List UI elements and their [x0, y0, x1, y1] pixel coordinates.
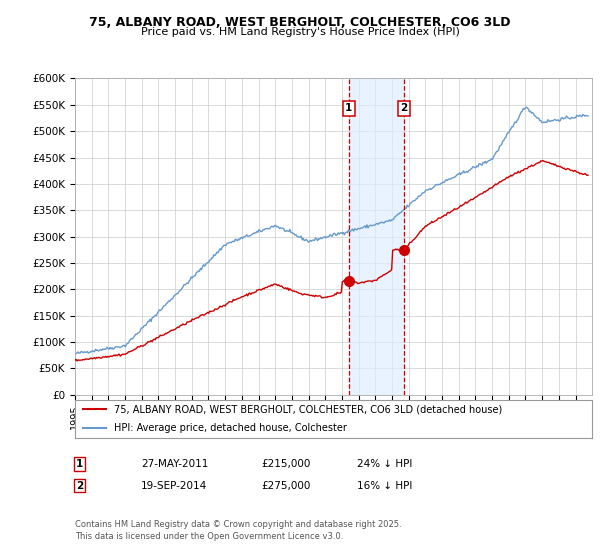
Text: 27-MAY-2011: 27-MAY-2011 — [141, 459, 208, 469]
Text: 16% ↓ HPI: 16% ↓ HPI — [357, 480, 412, 491]
Text: 19-SEP-2014: 19-SEP-2014 — [141, 480, 207, 491]
Text: 1: 1 — [345, 104, 352, 114]
Text: Contains HM Land Registry data © Crown copyright and database right 2025.
This d: Contains HM Land Registry data © Crown c… — [75, 520, 401, 541]
Text: 2: 2 — [76, 480, 83, 491]
Text: Price paid vs. HM Land Registry's House Price Index (HPI): Price paid vs. HM Land Registry's House … — [140, 27, 460, 38]
Bar — [349, 78, 404, 395]
Text: 2: 2 — [400, 104, 407, 114]
Text: 24% ↓ HPI: 24% ↓ HPI — [357, 459, 412, 469]
Text: 75, ALBANY ROAD, WEST BERGHOLT, COLCHESTER, CO6 3LD (detached house): 75, ALBANY ROAD, WEST BERGHOLT, COLCHEST… — [114, 404, 502, 414]
Text: £275,000: £275,000 — [261, 480, 310, 491]
Text: £215,000: £215,000 — [261, 459, 310, 469]
Text: 75, ALBANY ROAD, WEST BERGHOLT, COLCHESTER, CO6 3LD: 75, ALBANY ROAD, WEST BERGHOLT, COLCHEST… — [89, 16, 511, 29]
Text: HPI: Average price, detached house, Colchester: HPI: Average price, detached house, Colc… — [114, 423, 347, 433]
Text: 1: 1 — [76, 459, 83, 469]
